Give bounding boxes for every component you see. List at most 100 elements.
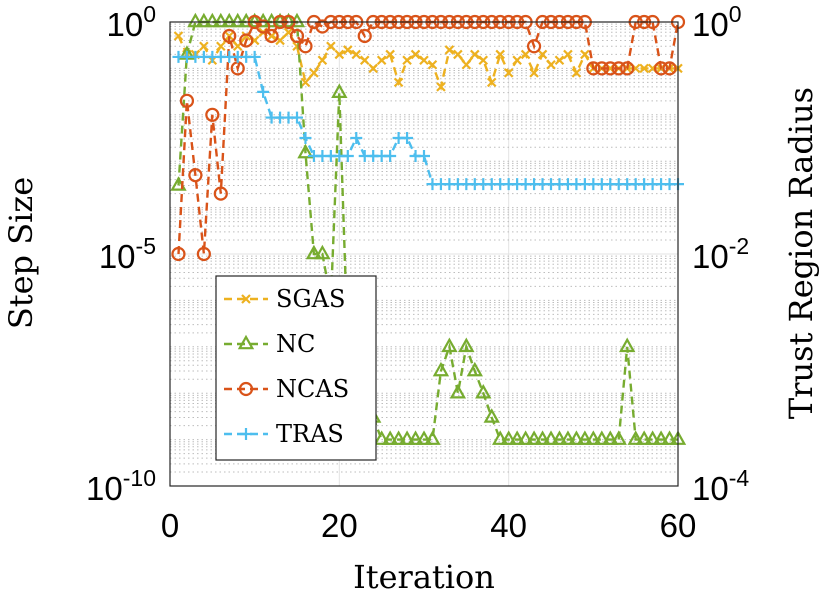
data-point-sgas	[359, 55, 370, 66]
data-point-nc	[407, 430, 424, 445]
data-point-sgas	[639, 63, 649, 74]
y-tick-label-left: 10-10	[86, 465, 156, 507]
data-point-nc	[551, 430, 568, 445]
data-point-sgas	[351, 49, 362, 60]
legend-marker-nc	[237, 334, 255, 350]
data-point-nc	[229, 12, 246, 28]
data-point-nc	[500, 430, 517, 445]
y-axis-label-left: Step Size	[2, 177, 40, 329]
data-point-nc	[212, 12, 229, 28]
data-point-nc	[652, 430, 670, 445]
data-point-sgas	[376, 55, 387, 66]
data-point-sgas	[326, 41, 336, 52]
data-point-tras	[418, 149, 430, 162]
data-point-sgas	[571, 68, 582, 78]
y-tick-label-left: 10-5	[99, 233, 156, 275]
data-point-sgas	[216, 41, 226, 52]
data-point-nc	[483, 408, 500, 423]
data-point-sgas	[520, 49, 531, 60]
data-point-nc	[187, 12, 204, 28]
data-point-nc	[466, 361, 483, 377]
data-point-sgas	[317, 55, 328, 66]
x-tick-label: 60	[660, 507, 697, 544]
data-point-nc	[602, 430, 619, 445]
legend-box	[215, 275, 377, 461]
data-point-sgas	[309, 68, 319, 78]
x-axis-label: Iteration	[353, 558, 495, 594]
data-point-sgas	[343, 45, 353, 55]
data-point-sgas	[393, 77, 404, 88]
data-point-nc	[568, 430, 585, 445]
data-point-nc	[297, 143, 314, 159]
data-point-nc	[576, 430, 594, 445]
tick-labels: 0 20 40 60 100 10-5 10-10 100 10-2 10-4	[86, 1, 749, 544]
data-point-ncas	[357, 28, 372, 44]
data-point-ncas	[526, 39, 542, 54]
grid	[170, 22, 678, 486]
data-point-nc	[610, 430, 627, 445]
data-point-nc	[390, 430, 407, 445]
series-line-tras	[178, 55, 678, 186]
x-tick-label: 0	[161, 507, 179, 544]
data-point-sgas	[563, 49, 573, 60]
data-point-ncas	[188, 168, 203, 183]
data-point-sgas	[419, 55, 429, 66]
data-point-nc	[398, 430, 416, 445]
data-point-sgas	[495, 49, 505, 60]
data-point-sgas	[486, 77, 497, 88]
legend-label-sgas: SGAS	[276, 285, 345, 313]
data-point-sgas	[385, 49, 395, 60]
legend-marker-sgas	[241, 294, 251, 304]
data-point-sgas	[436, 82, 446, 92]
legend-entry-nc: NC	[224, 330, 315, 358]
data-point-ncas	[653, 61, 669, 76]
data-point-sgas	[512, 55, 522, 66]
data-point-nc	[644, 430, 661, 445]
plot-border	[169, 21, 679, 487]
data-point-nc	[305, 244, 323, 260]
data-point-ncas	[603, 61, 618, 76]
data-point-nc	[585, 430, 602, 445]
data-point-nc	[331, 83, 348, 98]
data-point-ncas	[222, 28, 237, 44]
data-point-nc	[517, 430, 534, 445]
y-tick-label-right: 10-2	[692, 233, 749, 275]
data-point-sgas	[580, 49, 590, 60]
data-point-ncas	[239, 33, 254, 48]
data-point-nc	[314, 244, 331, 260]
legend-label-nc: NC	[276, 330, 315, 358]
legend-marker-ncas	[238, 381, 254, 397]
data-point-nc	[475, 383, 492, 399]
data-point-nc	[619, 337, 636, 353]
data-point-ncas	[256, 19, 271, 34]
legend-label-ncas: NCAS	[276, 375, 349, 403]
y-tick-label-right: 100	[692, 1, 742, 43]
data-point-nc	[221, 12, 238, 28]
legend-entry-sgas: SGAS	[224, 285, 345, 313]
data-point-nc	[449, 383, 467, 399]
data-point-nc	[593, 430, 610, 445]
data-point-sgas	[554, 55, 565, 66]
data-point-nc	[441, 337, 458, 353]
y-tick-label-right: 10-4	[692, 465, 749, 507]
data-point-ncas	[620, 61, 635, 76]
data-point-sgas	[224, 31, 235, 41]
data-point-sgas	[402, 55, 412, 66]
data-point-tras	[291, 111, 303, 124]
data-point-ncas	[171, 246, 186, 262]
data-point-sgas	[503, 68, 514, 78]
data-point-ncas	[586, 61, 601, 76]
data-point-sgas	[444, 45, 455, 55]
data-point-nc	[204, 12, 221, 28]
data-point-tras	[401, 132, 414, 144]
data-point-nc	[492, 430, 509, 445]
x-tick-label: 20	[321, 507, 358, 544]
data-point-ncas	[289, 28, 305, 44]
data-point-tras	[350, 132, 363, 144]
data-point-nc	[525, 430, 543, 445]
data-point-ncas	[205, 107, 220, 122]
legend-label-tras: TRAS	[276, 420, 344, 448]
data-point-ncas	[213, 186, 228, 201]
data-point-tras	[257, 85, 270, 98]
data-point-ncas	[179, 93, 195, 108]
